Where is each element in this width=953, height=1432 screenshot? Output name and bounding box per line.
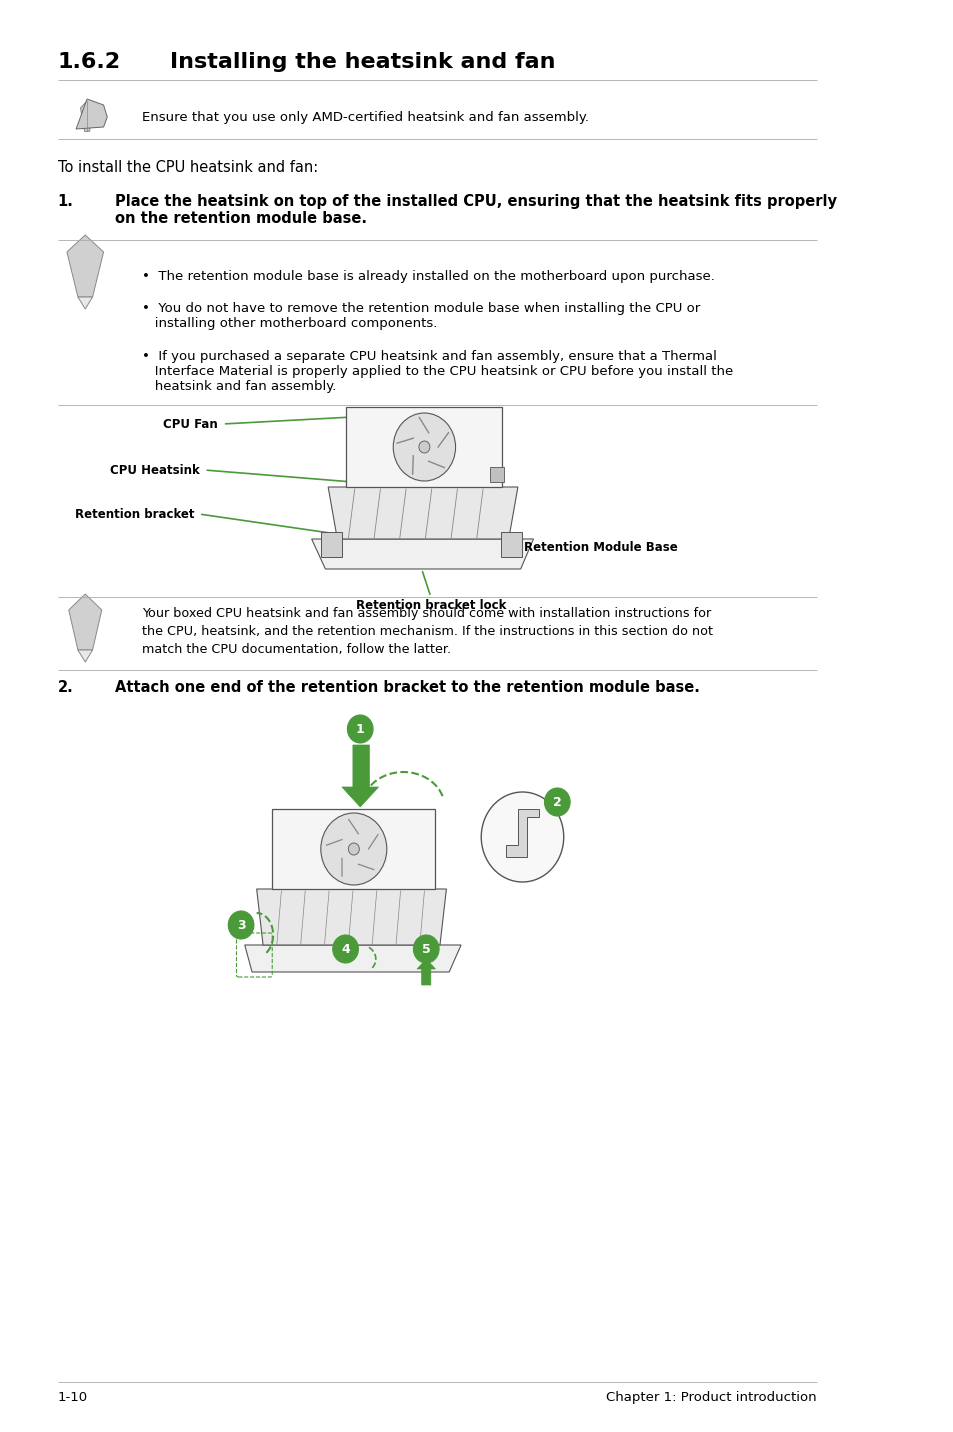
Text: Installing the heatsink and fan: Installing the heatsink and fan — [170, 52, 555, 72]
Polygon shape — [245, 945, 460, 972]
Text: Your boxed CPU heatsink and fan assembly should come with installation instructi: Your boxed CPU heatsink and fan assembly… — [142, 607, 712, 656]
Polygon shape — [67, 235, 104, 296]
Text: Retention bracket: Retention bracket — [74, 507, 194, 520]
Polygon shape — [272, 809, 435, 889]
Circle shape — [393, 412, 456, 481]
Circle shape — [333, 935, 358, 962]
Text: Place the heatsink on top of the installed CPU, ensuring that the heatsink fits : Place the heatsink on top of the install… — [114, 193, 836, 226]
Circle shape — [413, 935, 438, 962]
Text: Retention bracket lock: Retention bracket lock — [355, 599, 505, 611]
Circle shape — [418, 441, 430, 453]
Text: 3: 3 — [236, 918, 245, 931]
Polygon shape — [341, 745, 378, 808]
Text: •  The retention module base is already installed on the motherboard upon purcha: • The retention module base is already i… — [142, 271, 714, 284]
Text: 1: 1 — [355, 723, 364, 736]
Text: 4: 4 — [341, 942, 350, 955]
Circle shape — [544, 788, 570, 816]
Polygon shape — [76, 99, 107, 129]
Text: CPU Heatsink: CPU Heatsink — [110, 464, 199, 477]
Polygon shape — [78, 650, 92, 662]
Circle shape — [347, 715, 373, 743]
Text: 5: 5 — [421, 942, 430, 955]
Text: CPU Fan: CPU Fan — [163, 418, 218, 431]
Text: •  If you purchased a separate CPU heatsink and fan assembly, ensure that a Ther: • If you purchased a separate CPU heatsi… — [142, 349, 733, 392]
Text: •  You do not have to remove the retention module base when installing the CPU o: • You do not have to remove the retentio… — [142, 302, 700, 329]
Polygon shape — [490, 467, 503, 483]
Text: 2: 2 — [553, 796, 561, 809]
Polygon shape — [78, 296, 92, 309]
Polygon shape — [69, 594, 102, 650]
Text: 1-10: 1-10 — [58, 1390, 88, 1403]
Text: 1.6.2: 1.6.2 — [58, 52, 121, 72]
Circle shape — [348, 843, 359, 855]
Polygon shape — [320, 533, 341, 557]
Polygon shape — [256, 889, 446, 945]
Circle shape — [480, 792, 563, 882]
Polygon shape — [328, 487, 517, 538]
Text: 1.: 1. — [58, 193, 73, 209]
Text: Retention Module Base: Retention Module Base — [524, 540, 678, 554]
Text: Attach one end of the retention bracket to the retention module base.: Attach one end of the retention bracket … — [114, 680, 699, 695]
Text: To install the CPU heatsink and fan:: To install the CPU heatsink and fan: — [58, 160, 317, 175]
Polygon shape — [505, 809, 538, 856]
Polygon shape — [501, 533, 522, 557]
Text: 2.: 2. — [58, 680, 73, 695]
Circle shape — [320, 813, 386, 885]
Polygon shape — [416, 959, 435, 985]
Polygon shape — [346, 407, 502, 487]
Circle shape — [228, 911, 253, 939]
FancyArrowPatch shape — [355, 748, 365, 790]
Text: Chapter 1: Product introduction: Chapter 1: Product introduction — [605, 1390, 816, 1403]
Polygon shape — [312, 538, 533, 569]
Polygon shape — [80, 100, 93, 132]
Text: Ensure that you use only AMD-certified heatsink and fan assembly.: Ensure that you use only AMD-certified h… — [142, 110, 588, 123]
